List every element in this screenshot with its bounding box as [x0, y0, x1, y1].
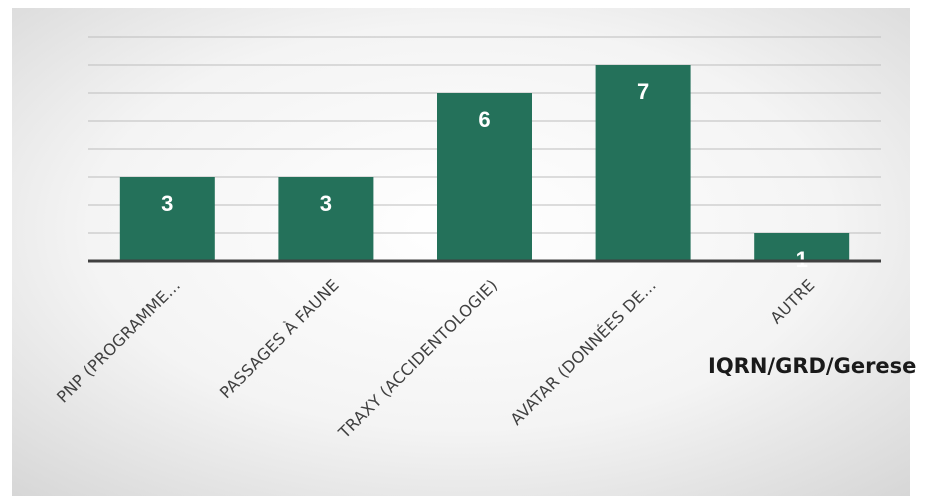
bar-value-label: 6: [478, 107, 490, 132]
bar-value-label: 3: [161, 191, 173, 216]
bar-value-label: 3: [320, 191, 332, 216]
bar: [437, 93, 532, 261]
bar: [754, 233, 850, 261]
bar: [595, 65, 691, 261]
bar: [119, 177, 215, 261]
overlay-note: IQRN/GRD/Gerese: [708, 354, 917, 378]
bar: [278, 177, 374, 261]
bar-value-label: 7: [637, 79, 649, 104]
bars: 33671: [119, 65, 850, 272]
